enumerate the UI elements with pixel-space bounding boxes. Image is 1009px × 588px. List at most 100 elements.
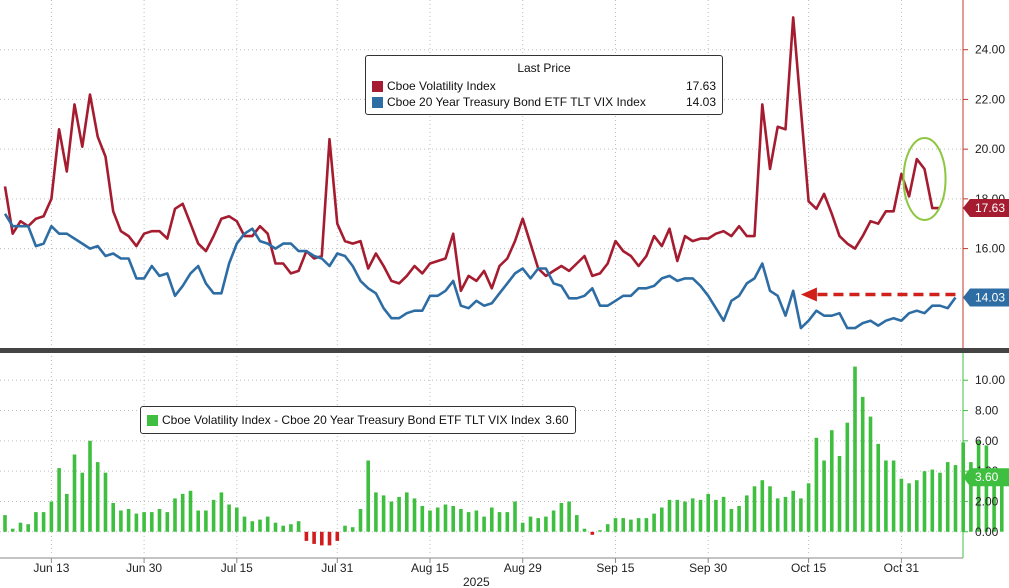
bar-68 xyxy=(528,516,533,532)
legend-swatch-vix xyxy=(372,80,383,92)
bar-120 xyxy=(930,469,935,532)
bar-32 xyxy=(250,521,255,532)
bar-73 xyxy=(567,501,571,532)
bar-60 xyxy=(466,512,471,532)
bar-6 xyxy=(49,501,54,532)
bar-2 xyxy=(18,522,23,532)
bar-44 xyxy=(343,525,347,532)
bar-21 xyxy=(165,512,170,532)
bar-104 xyxy=(806,483,811,532)
bar-88 xyxy=(683,501,687,532)
bar-16 xyxy=(126,509,131,532)
bar-77 xyxy=(598,530,602,532)
legend-entry-tlt-vix: Cboe 20 Year Treasury Bond ETF TLT VIX I… xyxy=(372,94,716,110)
bar-34 xyxy=(265,516,270,532)
x-year-label: 2025 xyxy=(463,575,490,588)
bar-101 xyxy=(783,496,788,532)
bar-84 xyxy=(652,513,656,532)
legend-value-vix: 17.63 xyxy=(685,79,716,93)
bar-22 xyxy=(173,498,177,532)
bar-78 xyxy=(605,524,610,532)
bar-66 xyxy=(513,501,517,532)
top-panel-grid xyxy=(0,0,963,348)
bar-100 xyxy=(775,498,780,532)
bar-94 xyxy=(729,509,734,532)
bar-107 xyxy=(830,430,834,532)
bottom-legend: Cboe Volatility Index - Cboe 20 Year Tre… xyxy=(140,406,576,434)
bar-31 xyxy=(242,516,247,532)
y-tick-label-bottom-1: 2.00 xyxy=(975,494,999,508)
bar-27 xyxy=(211,499,216,532)
bar-114 xyxy=(884,460,888,532)
legend-entry-spread: Cboe Volatility Index - Cboe 20 Year Tre… xyxy=(147,412,569,428)
bar-109 xyxy=(845,422,850,532)
bar-116 xyxy=(899,478,904,532)
bar-95 xyxy=(737,506,741,532)
bar-28 xyxy=(219,492,224,532)
bar-65 xyxy=(505,512,510,532)
bar-48 xyxy=(374,492,378,532)
bar-126 xyxy=(976,440,981,532)
bar-58 xyxy=(451,506,455,532)
bar-19 xyxy=(150,512,154,532)
bar-40 xyxy=(312,531,316,544)
bar-15 xyxy=(119,510,123,532)
bar-59 xyxy=(459,509,463,532)
y-tick-label-top-0: 16.00 xyxy=(975,242,1005,256)
legend-title: Last Price xyxy=(517,61,571,75)
bar-125 xyxy=(969,462,973,532)
panel-divider xyxy=(0,348,1009,353)
bar-41 xyxy=(320,531,324,546)
bar-80 xyxy=(621,518,625,532)
bar-14 xyxy=(111,503,115,532)
bar-113 xyxy=(876,443,880,532)
bar-119 xyxy=(922,471,927,532)
bar-35 xyxy=(273,522,278,532)
bar-4 xyxy=(34,512,38,532)
bar-103 xyxy=(799,498,803,532)
bar-92 xyxy=(714,499,718,532)
bar-72 xyxy=(559,503,564,532)
bar-55 xyxy=(428,510,432,532)
bar-76 xyxy=(590,531,595,535)
bar-57 xyxy=(443,504,448,532)
bar-36 xyxy=(281,525,285,532)
last-value-tlt-vix: 14.03 xyxy=(975,291,1005,305)
bar-108 xyxy=(837,456,842,532)
bar-117 xyxy=(907,483,911,532)
y-tick-label-top-3: 22.00 xyxy=(975,92,1005,106)
bar-43 xyxy=(335,531,340,541)
bar-9 xyxy=(72,454,77,532)
x-tick-label-4: Aug 15 xyxy=(411,561,449,575)
bar-90 xyxy=(698,499,703,532)
last-value-vix-bg xyxy=(963,199,1009,218)
x-tick-label-8: Oct 15 xyxy=(791,561,827,575)
y-tick-label-bottom-5: 10.00 xyxy=(975,373,1005,387)
y-tick-label-bottom-0: 0.00 xyxy=(975,525,999,539)
bar-13 xyxy=(103,472,108,532)
bar-82 xyxy=(636,518,641,532)
bar-81 xyxy=(629,519,633,532)
bar-63 xyxy=(490,507,494,532)
bar-102 xyxy=(791,490,795,532)
y-tick-label-top-2: 20.00 xyxy=(975,142,1005,156)
bar-62 xyxy=(482,516,486,532)
legend-swatch-spread xyxy=(147,414,158,426)
last-value-vix: 17.63 xyxy=(975,201,1005,215)
line-vix xyxy=(3,16,940,293)
bar-69 xyxy=(536,518,540,532)
bar-99 xyxy=(768,486,772,532)
bar-52 xyxy=(405,492,409,532)
last-value-labels: 17.63 14.03 3.60 xyxy=(963,199,1009,487)
x-tick-label-7: Sep 30 xyxy=(689,561,727,575)
bar-51 xyxy=(397,496,401,532)
bar-0 xyxy=(3,515,7,532)
x-tick-label-1: Jun 30 xyxy=(126,561,162,575)
bar-67 xyxy=(520,522,525,532)
legend-entry-vix: Cboe Volatility Index 17.63 xyxy=(372,78,716,94)
bar-97 xyxy=(752,486,757,532)
bar-24 xyxy=(188,490,193,532)
bar-115 xyxy=(891,460,896,532)
x-tick-label-2: Jul 15 xyxy=(221,561,253,575)
